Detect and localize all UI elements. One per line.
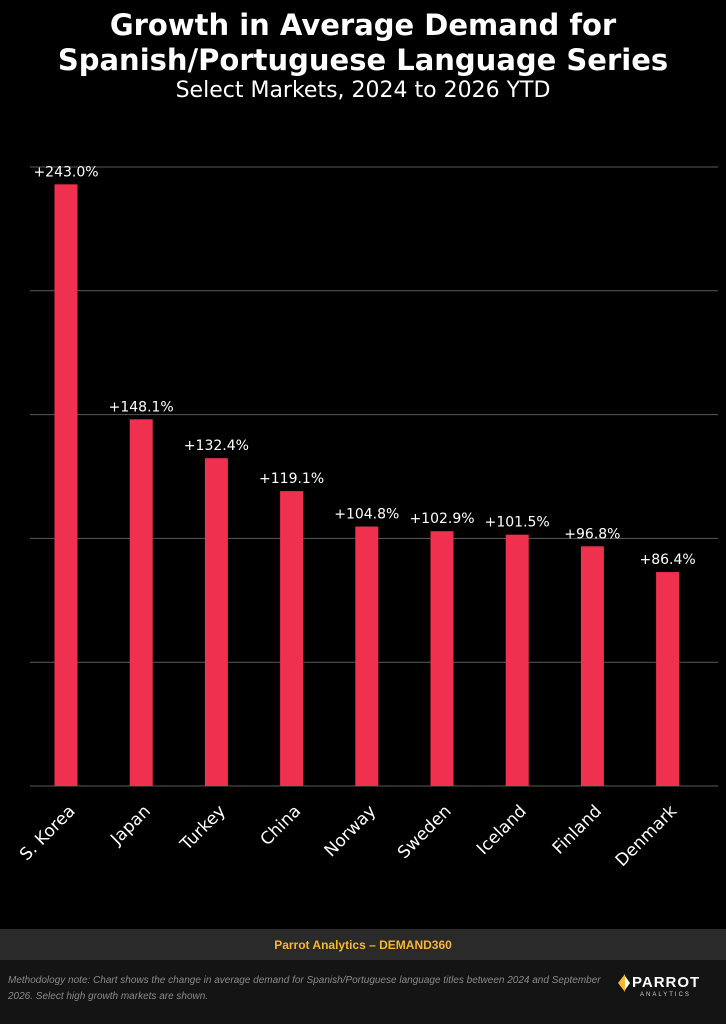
methodology-note: Methodology note: Chart shows the change… [8,975,601,1002]
bar-0 [54,184,78,786]
bar-7 [580,546,604,786]
bar-5 [430,531,454,786]
bar-1 [129,419,153,786]
data-label-6: +101.5% [485,515,550,531]
x-tick-label-7: Finland [549,801,606,858]
logo-subtext: ANALYTICS [640,992,691,998]
data-label-8: +86.4% [639,552,695,568]
bars [54,184,680,786]
chart-title-line-1: Growth in Average Demand for [109,8,617,42]
x-tick-label-2: Turkey [176,801,230,855]
footer-bar: Parrot Analytics – DEMAND360 [0,929,726,960]
logo-wordmark: PARROT [632,974,701,991]
bar-3 [280,491,304,786]
bar-8 [656,572,680,786]
x-tick-label-4: Norway [321,801,381,861]
bar-chart: +243.0% +148.1% +132.4% +119.1% +104.8% +102.… [16,164,718,871]
chart-subtitle: Select Markets, 2024 to 2026 YTD [175,78,551,103]
footer-note: Methodology note: Chart shows the change… [0,960,726,1024]
data-label-2: +132.4% [184,438,249,454]
data-labels: +243.0% +148.1% +132.4% +119.1% +104.8% +102.… [33,164,695,568]
x-tick-label-3: China [257,801,305,849]
chart-title: Growth in Average Demand for Spanish/Por… [0,8,726,78]
data-label-1: +148.1% [109,399,174,415]
data-label-4: +104.8% [334,507,399,523]
data-label-7: +96.8% [564,526,620,542]
bar-2 [204,458,228,786]
parrot-logo-icon [618,974,630,992]
x-tick-label-1: Japan [106,801,154,849]
chart-title-line-2: Spanish/Portuguese Language Series [57,43,669,77]
data-label-5: +102.9% [409,511,474,527]
bar-4 [355,526,379,786]
x-tick-labels: S. Korea Japan Turkey China Norway Sweden Icel… [16,801,681,871]
x-tick-label-8: Denmark [612,801,682,871]
footer-brand: Parrot Analytics – DEMAND360 [274,937,452,952]
bar-6 [505,534,529,786]
x-tick-label-5: Sweden [394,801,456,863]
x-tick-label-6: Iceland [473,801,531,859]
data-label-3: +119.1% [259,471,324,487]
data-label-0: +243.0% [33,164,98,180]
x-tick-label-0: S. Korea [16,801,79,864]
parrot-analytics-logo: PARROT ANALYTICS [618,972,718,1012]
